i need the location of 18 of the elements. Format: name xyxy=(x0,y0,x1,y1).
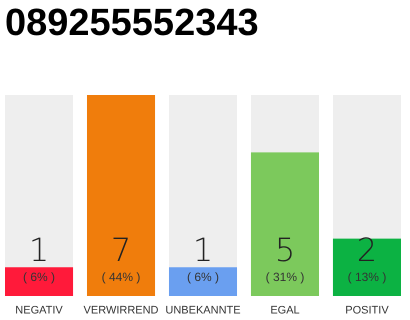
annotation: ( 13% ) xyxy=(348,270,386,284)
x-tick-label: EGAL xyxy=(270,304,300,316)
x-tick-label: NEGATIV xyxy=(15,304,64,316)
x-tick-label: VERWIRREND xyxy=(84,304,159,316)
data-label: 1 xyxy=(28,231,50,269)
annotation: ( 44% ) xyxy=(102,270,140,284)
annotation: ( 31% ) xyxy=(266,270,304,284)
annotation: ( 6% ) xyxy=(23,270,56,284)
annotation: ( 6% ) xyxy=(186,270,220,284)
data-label: 7 xyxy=(110,231,132,269)
bar xyxy=(5,267,74,296)
data-label: 5 xyxy=(274,231,296,269)
chart-title: 089255552343 xyxy=(5,2,259,44)
x-tick-label: POSITIV xyxy=(345,304,390,316)
bar xyxy=(168,267,238,296)
x-tick-label: UNBEKANNTE xyxy=(165,304,241,316)
data-label: 2 xyxy=(356,231,378,269)
data-label: 1 xyxy=(192,231,214,269)
